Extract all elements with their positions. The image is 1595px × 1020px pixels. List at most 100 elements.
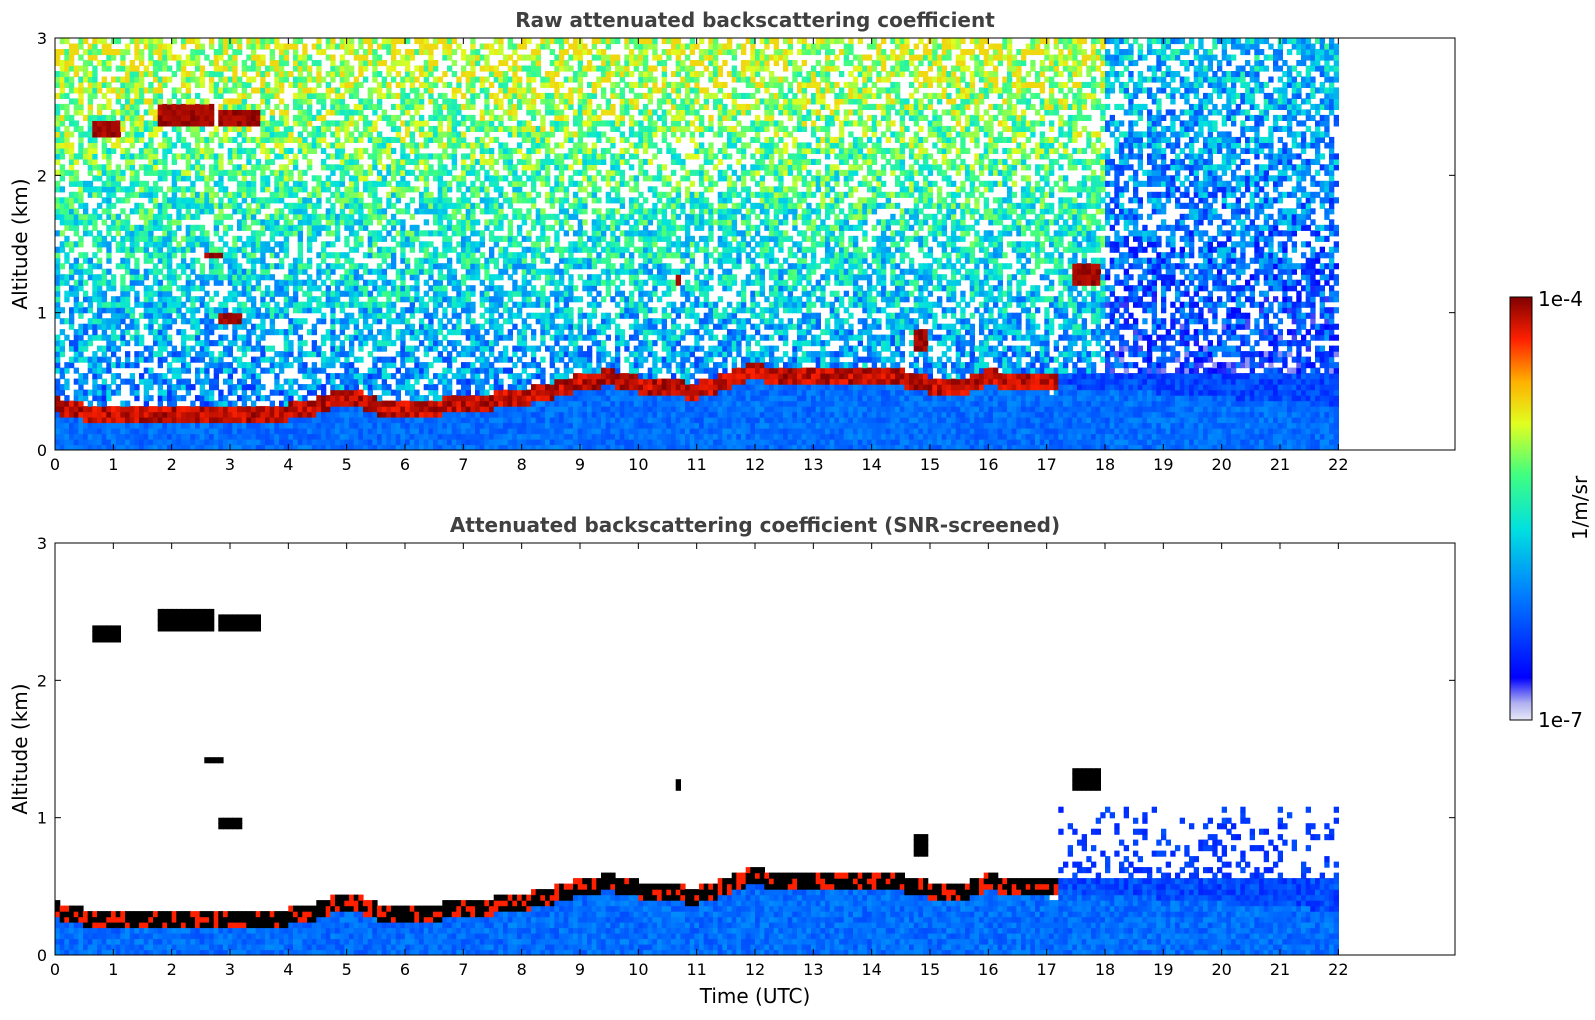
- heatmap-cell: [349, 43, 355, 50]
- heatmap-cell: [288, 384, 294, 391]
- heatmap-cell: [223, 417, 229, 424]
- heatmap-cell: [484, 109, 490, 116]
- heatmap-cell: [162, 202, 168, 209]
- heatmap-cell: [391, 263, 397, 270]
- heatmap-cell: [162, 395, 168, 402]
- heatmap-cell: [101, 378, 107, 385]
- heatmap-cell: [428, 411, 434, 418]
- heatmap-cell: [260, 54, 266, 61]
- heatmap-cell: [311, 444, 317, 450]
- heatmap-cell: [265, 175, 271, 182]
- heatmap-cell: [419, 191, 425, 198]
- heatmap-cell: [339, 147, 345, 154]
- heatmap-cell: [260, 252, 266, 259]
- heatmap-cell: [470, 120, 476, 127]
- heatmap-cell: [139, 71, 145, 78]
- heatmap-cell: [414, 235, 420, 242]
- heatmap-cell: [251, 65, 257, 72]
- heatmap-cell: [279, 279, 285, 286]
- heatmap-cell: [227, 367, 233, 374]
- heatmap-cell: [83, 219, 89, 226]
- heatmap-cell: [241, 114, 247, 121]
- heatmap-cell: [148, 433, 154, 440]
- heatmap-cell: [316, 175, 322, 182]
- heatmap-cell: [255, 164, 261, 171]
- heatmap-cell: [381, 428, 387, 435]
- heatmap-cell: [386, 43, 392, 50]
- heatmap-cell: [227, 411, 233, 418]
- heatmap-cell: [246, 257, 252, 264]
- heatmap-cell: [330, 131, 336, 138]
- heatmap-cell: [377, 307, 383, 314]
- heatmap-cell: [451, 428, 457, 435]
- heatmap-cell: [475, 356, 481, 363]
- heatmap-cell: [335, 98, 341, 105]
- heatmap-cell: [451, 224, 457, 231]
- heatmap-cell: [325, 296, 331, 303]
- heatmap-cell: [251, 373, 257, 380]
- heatmap-cell: [405, 180, 411, 187]
- heatmap-cell: [251, 433, 257, 440]
- heatmap-cell: [484, 290, 490, 297]
- heatmap-cell: [475, 378, 481, 385]
- heatmap-cell: [157, 246, 163, 253]
- heatmap-cell: [97, 131, 103, 138]
- heatmap-cell: [181, 351, 187, 358]
- heatmap-cell: [101, 329, 107, 336]
- heatmap-cell: [134, 49, 140, 56]
- heatmap-cell: [423, 131, 429, 138]
- heatmap-cell: [157, 142, 163, 149]
- heatmap-cell: [405, 307, 411, 314]
- heatmap-cell: [456, 395, 462, 402]
- heatmap-cell: [311, 345, 317, 352]
- heatmap-cell: [101, 38, 107, 45]
- heatmap-cell: [381, 268, 387, 275]
- heatmap-cell: [255, 43, 261, 50]
- heatmap-cell: [83, 378, 89, 385]
- heatmap-cell: [405, 235, 411, 242]
- heatmap-cell: [218, 71, 224, 78]
- heatmap-cell: [377, 312, 383, 319]
- heatmap-cell: [148, 224, 154, 231]
- heatmap-cell: [400, 362, 406, 369]
- heatmap-cell: [92, 384, 98, 391]
- heatmap-cell: [111, 312, 117, 319]
- heatmap-cell: [451, 153, 457, 160]
- heatmap-cell: [484, 175, 490, 182]
- heatmap-cell: [260, 428, 266, 435]
- heatmap-cell: [101, 274, 107, 281]
- heatmap-cell: [470, 180, 476, 187]
- heatmap-cell: [185, 285, 191, 292]
- heatmap-cell: [125, 439, 131, 446]
- heatmap-cell: [470, 406, 476, 413]
- heatmap-cell: [181, 367, 187, 374]
- heatmap-cell: [241, 208, 247, 215]
- heatmap-cell: [120, 312, 126, 319]
- heatmap-cell: [349, 318, 355, 325]
- heatmap-cell: [101, 43, 107, 50]
- heatmap-cell: [139, 334, 145, 341]
- heatmap-cell: [125, 43, 131, 50]
- heatmap-cell: [78, 125, 84, 132]
- heatmap-cell: [479, 54, 485, 61]
- heatmap-cell: [269, 147, 275, 154]
- heatmap-cell: [465, 202, 471, 209]
- heatmap-cell: [465, 164, 471, 171]
- heatmap-cell: [204, 186, 210, 193]
- heatmap-cell: [442, 345, 448, 352]
- heatmap-cell: [134, 169, 140, 176]
- heatmap-cell: [489, 444, 495, 450]
- heatmap-cell: [246, 422, 252, 429]
- heatmap-cell: [92, 373, 98, 380]
- heatmap-cell: [185, 186, 191, 193]
- heatmap-cell: [405, 49, 411, 56]
- heatmap-cell: [372, 186, 378, 193]
- heatmap-cell: [377, 136, 383, 143]
- heatmap-cell: [204, 340, 210, 347]
- heatmap-cell: [414, 175, 420, 182]
- heatmap-cell: [55, 158, 61, 165]
- heatmap-cell: [283, 213, 289, 220]
- heatmap-cell: [395, 444, 401, 450]
- heatmap-cell: [321, 92, 327, 99]
- heatmap-cell: [232, 103, 238, 110]
